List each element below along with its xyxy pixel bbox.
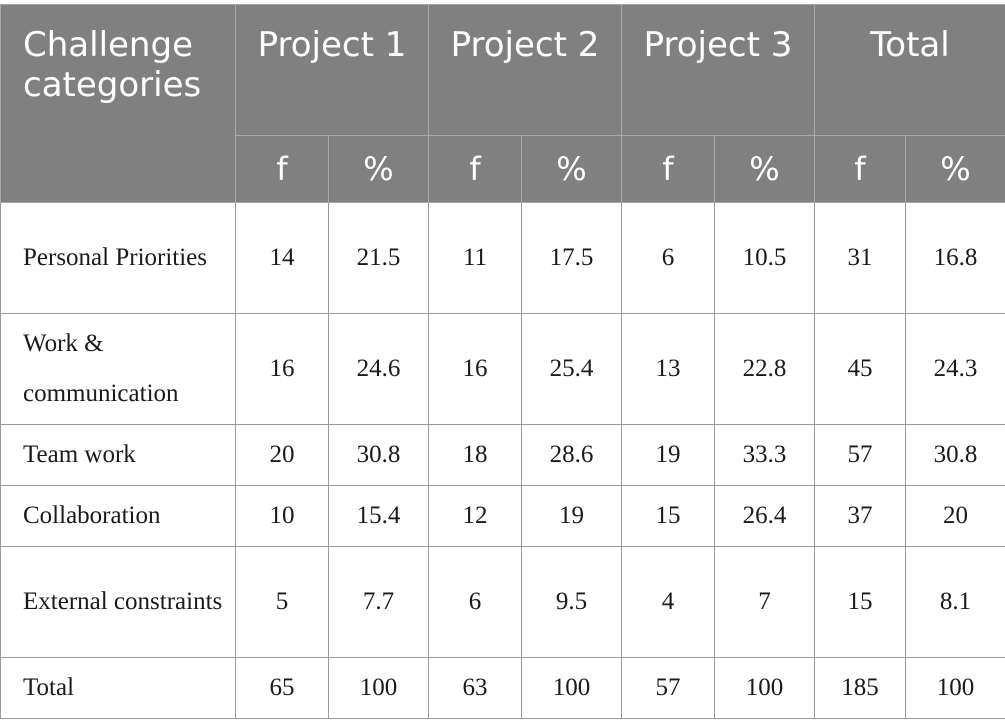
sub-header: f [428, 135, 522, 203]
table-cell: 30.8 [905, 424, 1005, 486]
table-cell: 57 [621, 657, 715, 719]
table-cell: 26.4 [714, 485, 815, 547]
table-cell: 7 [714, 546, 815, 658]
table-cell: 25.4 [521, 313, 622, 425]
table-cell: 15 [814, 546, 906, 658]
table-cell: 6 [621, 202, 715, 314]
table-cell: 9.5 [521, 546, 622, 658]
table-cell: 24.3 [905, 313, 1005, 425]
table-cell: 17.5 [521, 202, 622, 314]
table-cell: 4 [621, 546, 715, 658]
table-cell: 63 [428, 657, 522, 719]
table-row: Work & communication 16 24.6 16 25.4 13 … [0, 313, 1005, 425]
challenge-table: Challenge categories Project 1 Project 2… [0, 4, 1005, 719]
table-cell: 15 [621, 485, 715, 547]
table-cell: 16 [235, 313, 329, 425]
table-row-total: Total 65 100 63 100 57 100 185 100 [0, 657, 1005, 719]
table-cell: 28.6 [521, 424, 622, 486]
table-cell: 10 [235, 485, 329, 547]
table-cell: 12 [428, 485, 522, 547]
group-header-project-1: Project 1 [235, 4, 429, 136]
table-cell: 45 [814, 313, 906, 425]
table-cell: 19 [621, 424, 715, 486]
row-label: Total [0, 657, 236, 719]
table-cell: 16.8 [905, 202, 1005, 314]
table-cell: 20 [235, 424, 329, 486]
table-row: Collaboration 10 15.4 12 19 15 26.4 37 2… [0, 485, 1005, 547]
table-cell: 37 [814, 485, 906, 547]
row-label: External constraints [0, 546, 236, 658]
table-cell: 14 [235, 202, 329, 314]
row-label: Team work [0, 424, 236, 486]
table-cell: 21.5 [328, 202, 429, 314]
group-header-project-3: Project 3 [621, 4, 815, 136]
sub-header: f [621, 135, 715, 203]
row-label: Work & communication [0, 313, 236, 425]
table-cell: 100 [328, 657, 429, 719]
row-label: Personal Priorities [0, 202, 236, 314]
table-cell: 20 [905, 485, 1005, 547]
sub-header: % [714, 135, 815, 203]
table-cell: 24.6 [328, 313, 429, 425]
table-cell: 57 [814, 424, 906, 486]
table-cell: 100 [905, 657, 1005, 719]
sub-header: f [235, 135, 329, 203]
table-cell: 19 [521, 485, 622, 547]
table-cell: 13 [621, 313, 715, 425]
sub-header: % [521, 135, 622, 203]
table-cell: 31 [814, 202, 906, 314]
group-header-project-2: Project 2 [428, 4, 622, 136]
table-row: Personal Priorities 14 21.5 11 17.5 6 10… [0, 202, 1005, 314]
group-header-total: Total [814, 4, 1005, 136]
table-cell: 65 [235, 657, 329, 719]
row-label: Collaboration [0, 485, 236, 547]
table-cell: 8.1 [905, 546, 1005, 658]
table-row: Team work 20 30.8 18 28.6 19 33.3 57 30.… [0, 424, 1005, 486]
sub-header: % [905, 135, 1005, 203]
table-cell: 185 [814, 657, 906, 719]
table-cell: 100 [521, 657, 622, 719]
table-cell: 11 [428, 202, 522, 314]
table-cell: 22.8 [714, 313, 815, 425]
table-cell: 30.8 [328, 424, 429, 486]
table-cell: 100 [714, 657, 815, 719]
table-row: External constraints 5 7.7 6 9.5 4 7 15 … [0, 546, 1005, 658]
table-cell: 15.4 [328, 485, 429, 547]
table-cell: 33.3 [714, 424, 815, 486]
table-cell: 6 [428, 546, 522, 658]
sub-header: % [328, 135, 429, 203]
table-cell: 16 [428, 313, 522, 425]
table-cell: 10.5 [714, 202, 815, 314]
sub-header: f [814, 135, 906, 203]
table-cell: 5 [235, 546, 329, 658]
corner-header: Challenge categories [0, 4, 236, 203]
table-cell: 18 [428, 424, 522, 486]
table-cell: 7.7 [328, 546, 429, 658]
